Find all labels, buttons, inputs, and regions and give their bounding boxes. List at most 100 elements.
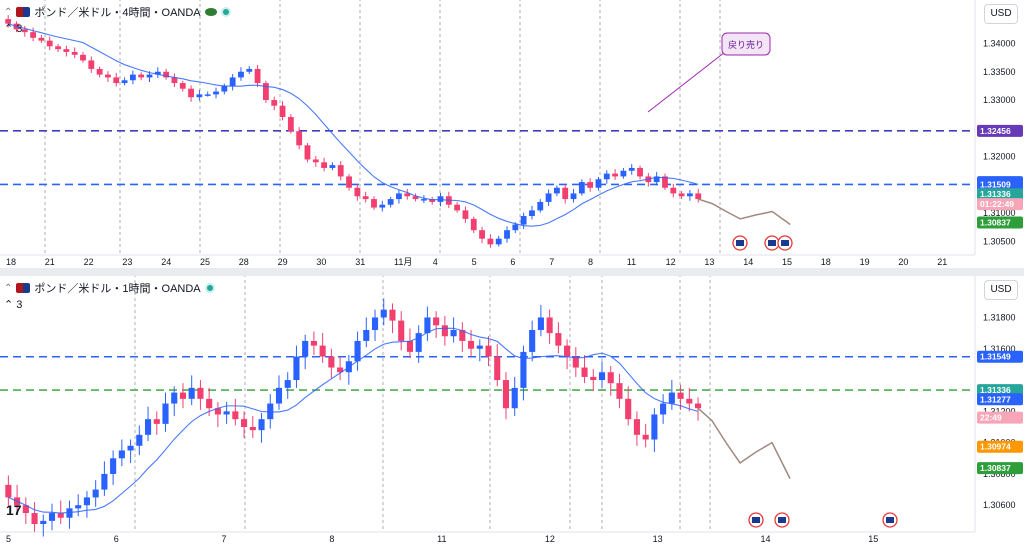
candle-body bbox=[63, 49, 70, 52]
candle-body bbox=[562, 187, 569, 200]
time-tick-label: 15 bbox=[868, 534, 878, 544]
us-flag-icon bbox=[768, 240, 776, 246]
us-flag-icon bbox=[752, 517, 760, 523]
time-tick-label: 11 bbox=[437, 534, 446, 544]
candle-body bbox=[105, 74, 111, 78]
candle-body bbox=[31, 513, 38, 524]
candle-body bbox=[121, 80, 128, 84]
candle-body bbox=[321, 162, 328, 168]
candle-body bbox=[329, 165, 336, 168]
candle-body bbox=[55, 46, 61, 50]
candle-body bbox=[406, 340, 414, 352]
candle-body bbox=[450, 329, 457, 337]
candle-body bbox=[21, 29, 28, 33]
candle-body bbox=[476, 345, 483, 349]
visibility-icon[interactable] bbox=[204, 8, 217, 16]
price-badge-label: 1.31509 bbox=[980, 179, 1011, 189]
chart-pane-1h[interactable]: ⌃ ポンド／米ドル・1時間・OANDA ⌃ 3 USD 17 5 6 7 8 11 12 1… bbox=[0, 276, 1024, 546]
time-tick-label: 30 bbox=[316, 257, 326, 267]
price-badge-label: 1.30837 bbox=[980, 463, 1011, 473]
price-badge bbox=[977, 384, 1023, 397]
candle-body bbox=[204, 94, 211, 96]
candle-body bbox=[668, 392, 675, 404]
candle-body bbox=[22, 505, 29, 514]
candle-body bbox=[302, 340, 309, 357]
collapse-chevron-icon[interactable]: ⌃ bbox=[4, 23, 14, 35]
candle-body bbox=[512, 224, 519, 231]
time-tick-label: 11月 bbox=[394, 257, 412, 267]
candle-body bbox=[660, 403, 667, 415]
time-tick-label: 7 bbox=[549, 257, 554, 267]
candle-body bbox=[546, 317, 553, 334]
candle-body bbox=[620, 170, 627, 177]
candle-body bbox=[275, 387, 283, 404]
candle-body bbox=[398, 320, 405, 341]
candle-body bbox=[371, 317, 379, 330]
candle-body bbox=[293, 356, 300, 381]
collapse-chevron-icon[interactable]: ⌃ bbox=[4, 299, 14, 311]
candle-body bbox=[625, 398, 632, 420]
time-tick-label: 6 bbox=[114, 534, 119, 544]
price-tick-label: 1.33000 bbox=[983, 95, 1016, 105]
candle-body bbox=[628, 167, 635, 171]
symbol-legend-4h[interactable]: ⌃ ポンド／米ドル・4時間・OANDA bbox=[4, 4, 231, 20]
candle-body bbox=[179, 83, 186, 89]
candle-body bbox=[607, 372, 614, 384]
candle-body bbox=[241, 419, 248, 427]
time-tick-label: 6 bbox=[510, 257, 515, 267]
price-badge bbox=[977, 440, 1023, 453]
candle-body bbox=[214, 408, 221, 415]
time-tick-label: 19 bbox=[860, 257, 870, 267]
price-tick-label: 1.31800 bbox=[983, 312, 1016, 322]
chart-svg-4h[interactable]: 18 21 22 23 24 25 28 29 30 31 11月 4 5 6 7 8 11 12 13 14 15 18… bbox=[0, 0, 1024, 268]
time-tick-label: 12 bbox=[666, 257, 676, 267]
candle-body bbox=[420, 199, 427, 201]
candle-body bbox=[459, 329, 466, 341]
candle-body bbox=[310, 340, 317, 346]
candle-body bbox=[495, 238, 502, 245]
candle-body bbox=[110, 458, 117, 474]
candle-body bbox=[371, 199, 377, 208]
symbol-legend-1h[interactable]: ⌃ ポンド／米ドル・1時間・OANDA bbox=[4, 280, 215, 296]
projection-path bbox=[698, 198, 791, 226]
price-badge-label: 01:22:49 bbox=[980, 199, 1014, 209]
time-tick-label: 29 bbox=[278, 257, 288, 267]
symbol-label: ポンド／米ドル・4時間・OANDA bbox=[34, 7, 201, 19]
candle-body bbox=[319, 345, 326, 357]
candle-body bbox=[441, 325, 448, 337]
time-tick-label: 15 bbox=[782, 257, 792, 267]
time-tick-label: 7 bbox=[222, 534, 227, 544]
price-badge-label: 1.32456 bbox=[980, 126, 1011, 136]
candle-body bbox=[511, 387, 518, 409]
pane-divider[interactable] bbox=[0, 268, 1024, 276]
indicator-legend[interactable]: ⌃ 3 bbox=[4, 298, 22, 311]
currency-button[interactable]: USD bbox=[984, 4, 1018, 24]
candle-body bbox=[179, 392, 187, 399]
indicator-legend[interactable]: ⌃ 3 bbox=[4, 22, 22, 35]
candle-body bbox=[545, 193, 552, 202]
price-badge bbox=[977, 462, 1023, 475]
market-status-icon bbox=[204, 283, 215, 293]
time-tick-label: 28 bbox=[239, 257, 249, 267]
currency-button[interactable]: USD bbox=[984, 280, 1018, 300]
collapse-arrow-icon[interactable]: ⌃ bbox=[4, 282, 13, 294]
candle-body bbox=[694, 403, 702, 409]
candle-body bbox=[30, 32, 37, 38]
candle-body bbox=[363, 329, 370, 341]
candle-body bbox=[146, 74, 153, 78]
candle-body bbox=[415, 333, 422, 352]
candle-body bbox=[163, 71, 170, 78]
tradingview-logo[interactable]: 17 bbox=[6, 502, 22, 518]
chart-pane-4h[interactable]: ⌃ ポンド／米ドル・4時間・OANDA ⌃ 3 USD 18 21 22 23 24 25… bbox=[0, 0, 1024, 268]
time-tick-label: 25 bbox=[200, 257, 210, 267]
candle-body bbox=[687, 193, 693, 197]
collapse-arrow-icon[interactable]: ⌃ bbox=[4, 6, 13, 18]
candle-body bbox=[467, 340, 475, 349]
candle-body bbox=[487, 238, 494, 245]
candle-body bbox=[485, 345, 492, 357]
candle-body bbox=[57, 513, 64, 518]
candle-body bbox=[229, 77, 236, 86]
candle-body bbox=[5, 484, 12, 498]
chart-svg-1h[interactable]: 567811121314151.318001.316001.312001.310… bbox=[0, 276, 1024, 546]
candle-body bbox=[354, 187, 361, 197]
